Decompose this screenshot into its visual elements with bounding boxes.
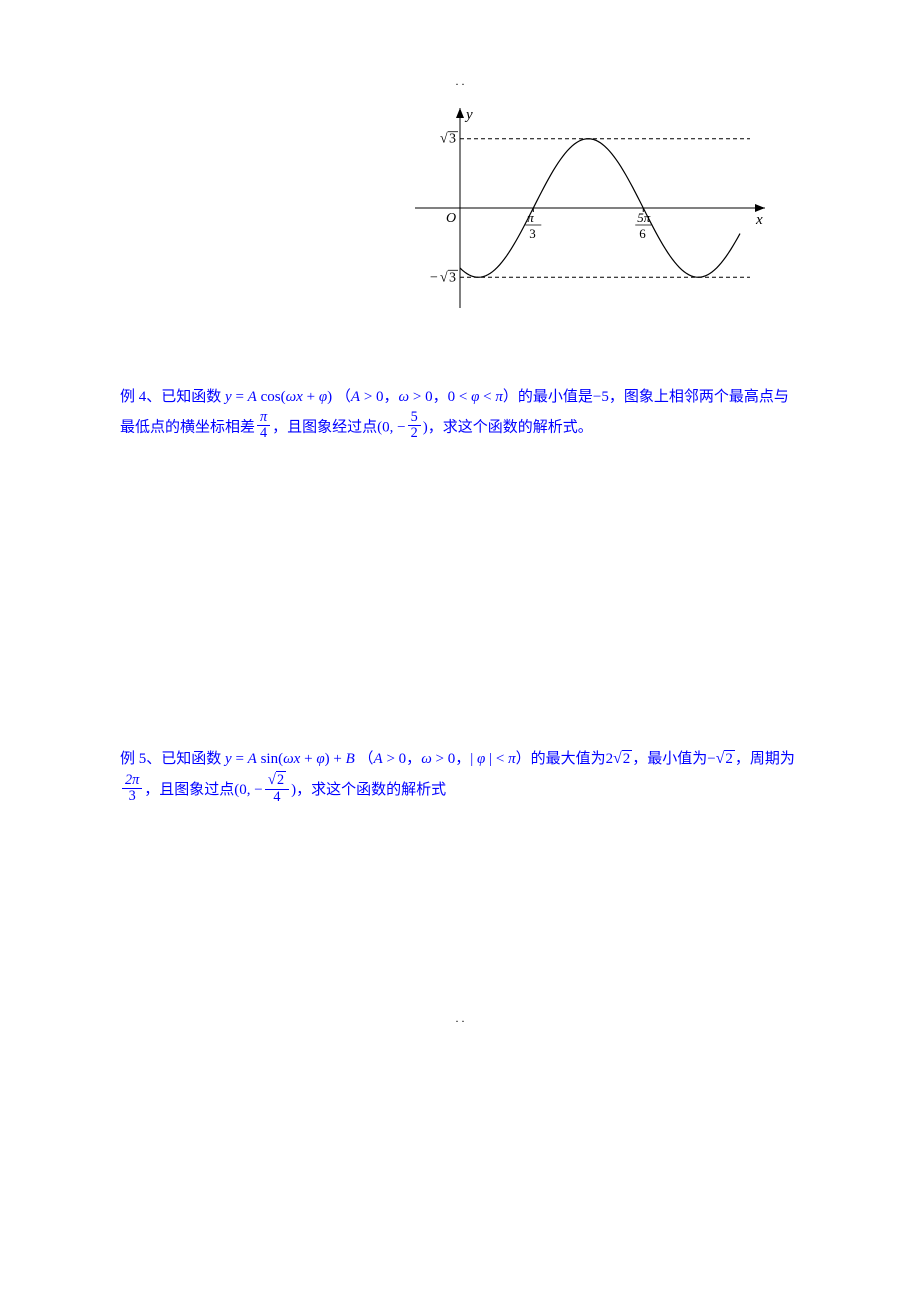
diff-frac: π4 (257, 410, 270, 442)
sep: ， (384, 389, 399, 405)
svg-text:3: 3 (449, 270, 456, 285)
pt-open: (0, − (234, 782, 262, 798)
problem-4-pre: 已知函数 (161, 389, 225, 405)
body4: ，且图象过点 (144, 782, 234, 798)
svg-text:√: √ (440, 132, 448, 147)
problem-4-label: 例 4、 (120, 389, 161, 405)
period-frac: 2π3 (122, 773, 142, 805)
svg-text:−: − (430, 270, 438, 285)
cond-a: A > 0 (351, 389, 384, 405)
problem-4-eq: y = A cos(ωx + φ) (225, 389, 332, 405)
cond-a: A > 0 (374, 751, 407, 767)
cond-phi: 0 < φ < π (448, 389, 503, 405)
paren-open: （ (355, 751, 374, 767)
body1: 的最小值是 (518, 389, 593, 405)
sep: ， (406, 751, 421, 767)
problem-5-eq: y = A sin(ωx + φ) + B (225, 751, 355, 767)
pt-frac: 52 (408, 410, 421, 442)
body1: 的最大值为 (531, 751, 606, 767)
sep: ， (455, 751, 470, 767)
body3: ，周期为 (735, 751, 795, 767)
paren-open: （ (332, 389, 351, 405)
tail: ，求这个函数的解析式 (296, 782, 446, 798)
problem-4: 例 4、已知函数 y = A cos(ωx + φ) （A > 0，ω > 0，… (120, 383, 800, 444)
cond-w: ω > 0 (399, 389, 433, 405)
pt-open: (0, − (377, 419, 405, 435)
tail: ，求这个函数的解析式。 (428, 419, 593, 435)
body2: ，最小值为 (632, 751, 707, 767)
paren-close: ） (516, 751, 531, 767)
problem-5-label: 例 5、 (120, 751, 161, 767)
max-val: 22 (606, 751, 633, 767)
cond-phi: | φ | < π (470, 751, 515, 767)
svg-text:3: 3 (529, 226, 536, 241)
svg-text:π: π (527, 210, 534, 225)
paren-close: ） (503, 389, 518, 405)
pt-frac: 24 (265, 772, 289, 805)
svg-text:O: O (446, 211, 456, 226)
svg-text:√: √ (440, 270, 448, 285)
sep: ， (433, 389, 448, 405)
problem-5-pre: 已知函数 (161, 751, 225, 767)
page-marker-bottom: . . (120, 1007, 800, 1030)
svg-text:x: x (755, 212, 763, 228)
body3: ，且图象经过点 (272, 419, 377, 435)
cond-w: ω > 0 (421, 751, 455, 767)
sine-graph: yxO√3−√3π35π6 (410, 103, 770, 313)
min-val: −5 (593, 389, 609, 405)
figure-container: yxO√3−√3π35π6 (120, 103, 800, 324)
page-marker-top: . . (120, 70, 800, 93)
problem-5: 例 5、已知函数 y = A sin(ωx + φ) + B （A > 0，ω … (120, 744, 800, 807)
svg-text:y: y (464, 107, 473, 123)
svg-text:5π: 5π (637, 210, 651, 225)
svg-text:6: 6 (639, 226, 646, 241)
svg-text:3: 3 (449, 132, 456, 147)
min-val: −2 (707, 751, 735, 767)
